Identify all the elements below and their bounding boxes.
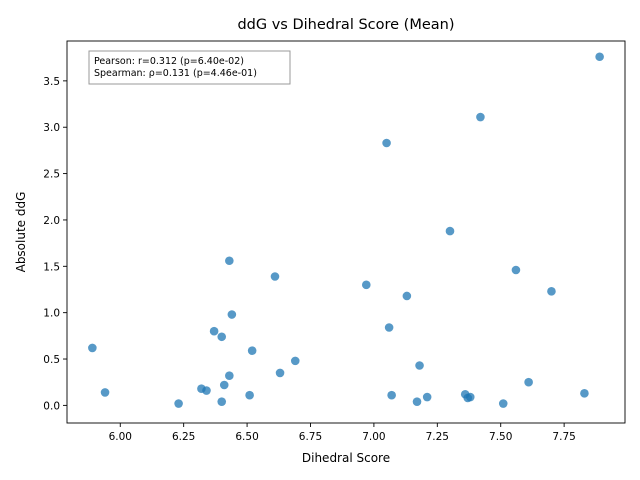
data-point: [247, 346, 257, 355]
points-layer: [88, 52, 604, 408]
data-point: [498, 399, 508, 408]
data-point: [476, 112, 485, 122]
y-tick-label: 1.5: [43, 261, 60, 273]
data-point: [445, 226, 455, 236]
y-axis-ticks: 0.0 0.5 1.0 1.5 2.0 2.5 3.0 3.5: [43, 76, 67, 412]
y-tick-label: 3.5: [43, 76, 60, 88]
y-tick-label: 3.0: [43, 122, 60, 134]
data-point: [580, 389, 589, 398]
pearson-stat-label: Pearson: r=0.312 (p=6.40e-02): [94, 56, 244, 67]
x-tick-label: 6.75: [299, 431, 322, 443]
stats-annotation: Pearson: r=0.312 (p=6.40e-02) Spearman: …: [88, 50, 291, 85]
data-point: [88, 343, 97, 353]
data-point: [225, 371, 234, 381]
data-point: [524, 377, 533, 387]
data-point: [412, 397, 422, 406]
data-point: [384, 323, 394, 332]
data-point: [174, 399, 183, 408]
data-point: [217, 397, 227, 406]
y-tick-label: 2.0: [43, 215, 60, 227]
data-point: [219, 380, 229, 390]
x-tick-label: 7.25: [426, 431, 449, 443]
data-point: [290, 356, 300, 366]
data-point: [422, 392, 432, 402]
data-point: [387, 390, 396, 400]
data-point: [547, 287, 556, 296]
data-point: [100, 388, 110, 397]
plot-frame: [66, 40, 626, 424]
data-point: [415, 361, 424, 370]
stats-annotation-box: [88, 50, 291, 85]
chart-title: ddG vs Dihedral Score (Mean): [237, 17, 454, 33]
data-point: [361, 280, 371, 290]
data-point: [225, 256, 234, 266]
x-axis-ticks: 6.00 6.25 6.50 6.75 7.00 7.25 7.50 7.75: [109, 423, 576, 443]
x-tick-label: 7.75: [552, 431, 575, 443]
data-point: [202, 386, 211, 395]
x-tick-label: 7.00: [362, 431, 385, 443]
x-tick-label: 6.25: [172, 431, 195, 443]
data-point: [270, 272, 280, 281]
spearman-stat-label: Spearman: ρ=0.131 (p=4.46e-01): [94, 68, 257, 79]
y-tick-label: 1.0: [43, 308, 60, 320]
y-tick-label: 0.5: [43, 354, 60, 366]
x-tick-label: 6.00: [109, 431, 132, 443]
data-point: [465, 392, 475, 402]
data-point: [227, 310, 237, 319]
data-point: [402, 291, 412, 301]
data-point: [209, 326, 219, 336]
data-point: [275, 368, 285, 378]
x-tick-label: 7.50: [489, 431, 512, 443]
data-point: [245, 390, 254, 400]
data-point: [382, 138, 391, 148]
data-point: [595, 52, 604, 62]
data-point: [217, 332, 227, 342]
y-tick-label: 0.0: [43, 400, 60, 412]
y-axis-label: Absolute ddG: [14, 192, 28, 273]
x-tick-label: 6.50: [235, 431, 258, 443]
data-point: [511, 265, 521, 275]
x-axis-label: Dihedral Score: [302, 451, 390, 465]
y-tick-label: 2.5: [43, 169, 60, 181]
